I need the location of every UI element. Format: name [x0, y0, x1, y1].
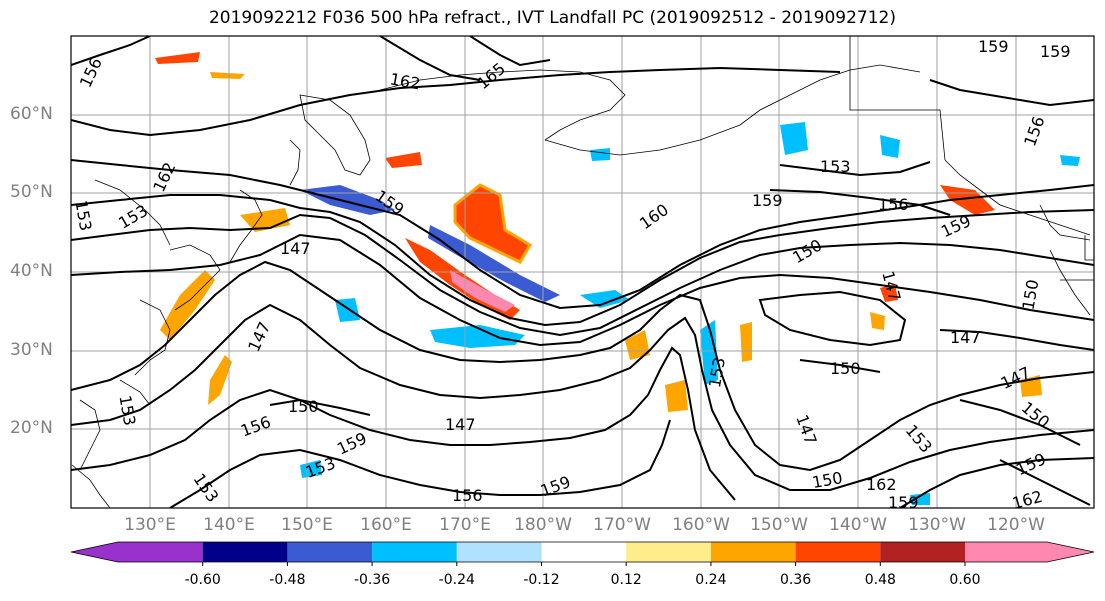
- lat-label: 60°N: [10, 104, 53, 124]
- graticule: [71, 36, 1094, 508]
- map-title: 2019092212 F036 500 hPa refract., IVT La…: [208, 8, 896, 28]
- colorbar-tick-label: 0.60: [949, 572, 981, 588]
- height-contours: [71, 36, 1094, 508]
- lat-label: 20°N: [10, 418, 53, 438]
- contour-label: 147: [280, 239, 311, 258]
- colorbar-extend-low: [71, 542, 118, 562]
- colorbar-segment: [710, 542, 796, 562]
- colorbar-tick-label: 0.48: [864, 572, 896, 588]
- contour-label: 159: [888, 493, 919, 512]
- lat-label: 40°N: [10, 261, 53, 281]
- colorbar-extend-high: [1047, 542, 1094, 562]
- lon-label: 150°W: [750, 515, 808, 535]
- colorbar-segment: [118, 542, 203, 562]
- lon-label: 150°E: [281, 515, 333, 535]
- colorbar-tick-label: -0.36: [353, 572, 391, 588]
- contour-label: 156: [878, 195, 909, 214]
- lon-label: 130°E: [124, 515, 176, 535]
- lon-label: 130°W: [908, 515, 966, 535]
- contour-label: 150: [830, 359, 861, 378]
- colorbar: [70, 541, 1095, 566]
- colorbar-tick-label: 0.12: [610, 572, 642, 588]
- lon-label: 140°E: [203, 515, 255, 535]
- lon-label: 180°W: [514, 515, 572, 535]
- colorbar-tick-label: 0.36: [780, 572, 812, 588]
- contour-label: 159: [752, 191, 783, 210]
- colorbar-segment: [541, 542, 627, 562]
- contour-label: 162: [1010, 487, 1044, 513]
- colorbar-tick-label: -0.48: [269, 572, 306, 588]
- colorbar-tick-label: -0.24: [438, 572, 475, 588]
- lon-label: 170°E: [439, 515, 491, 535]
- colorbar-segment: [626, 542, 711, 562]
- contour-label: 147: [445, 415, 476, 434]
- lon-label: 160°E: [360, 515, 412, 535]
- colorbar-segment: [287, 542, 373, 562]
- contour-label: 153: [820, 157, 851, 176]
- colorbar-tick-label: -0.12: [523, 572, 560, 588]
- contour-label: 159: [1040, 42, 1071, 61]
- colorbar-tick-label: 0.24: [695, 572, 727, 588]
- contour-label: 147: [950, 328, 981, 347]
- colorbar-tick-label: -0.60: [184, 572, 221, 588]
- colorbar-segment: [456, 542, 542, 562]
- map-frame: [70, 35, 1095, 509]
- colorbar-segment: [965, 542, 1047, 562]
- lat-label: 30°N: [10, 340, 53, 360]
- lat-label: 50°N: [10, 182, 53, 202]
- contour-label: 156: [452, 486, 483, 505]
- colorbar-segment: [795, 542, 881, 562]
- contour-label: 162: [866, 475, 897, 494]
- colorbar-segment: [372, 542, 457, 562]
- lon-label: 170°W: [593, 515, 651, 535]
- lon-label: 160°W: [672, 515, 730, 535]
- contour-label: 159: [978, 37, 1009, 56]
- lon-label: 120°W: [987, 515, 1045, 535]
- colorbar-segment: [880, 542, 965, 562]
- contour-label: 150: [288, 397, 319, 416]
- colorbar-segment: [202, 542, 288, 562]
- lon-label: 140°W: [829, 515, 887, 535]
